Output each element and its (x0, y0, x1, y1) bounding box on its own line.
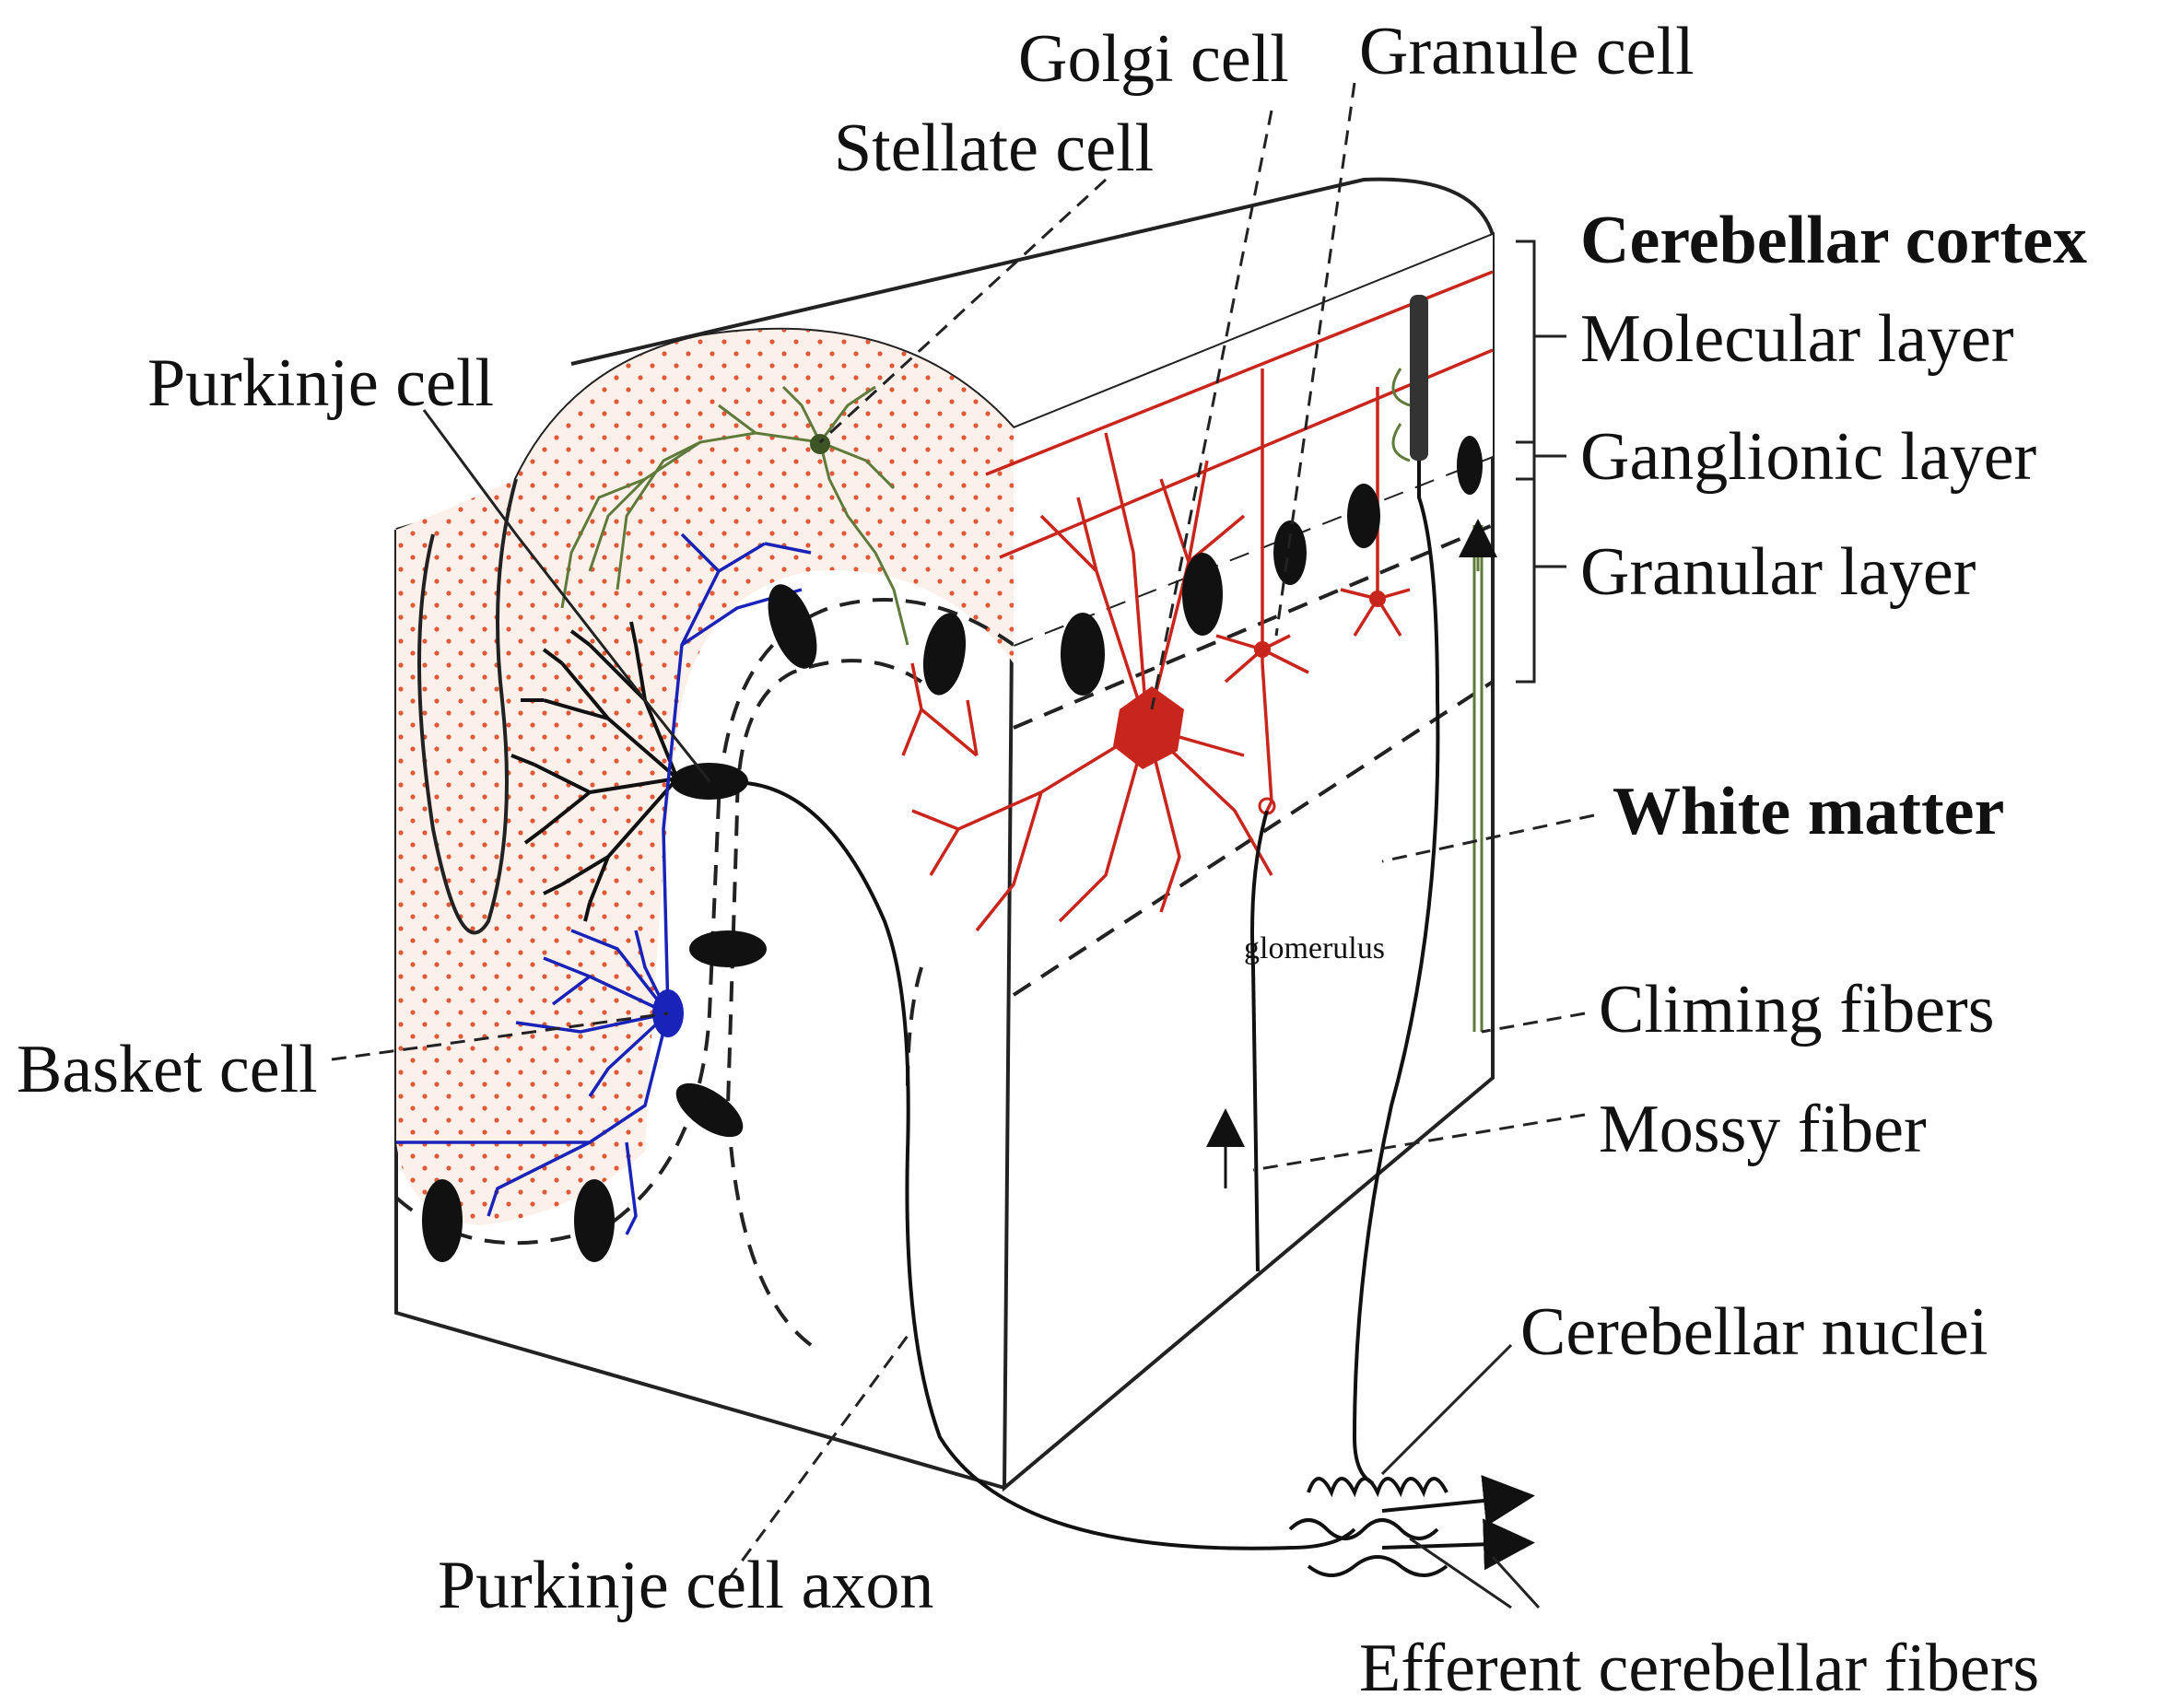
label-cerebellar-nuclei: Cerebellar nuclei (1520, 1294, 1988, 1370)
folium-molecular-region (394, 329, 1495, 1651)
layer-bracket (1516, 240, 1566, 684)
leader-lines (331, 82, 1595, 1609)
climbing-fiber (1352, 295, 1497, 1485)
purkinje-axon (1289, 1527, 1356, 1550)
label-granule-cell: Granule cell (1359, 14, 1695, 89)
label-mossy-fiber: Mossy fiber (1599, 1092, 1927, 1167)
golgi-cell-body (1113, 686, 1184, 769)
label-stellate-cell: Stellate cell (834, 111, 1154, 186)
labels: Golgi cell Granule cell Stellate cell Ce… (17, 14, 2087, 1706)
mossy-fiber (1206, 810, 1269, 1272)
label-white-matter: White matter (1613, 774, 2004, 849)
front-molecular-region (1014, 235, 1493, 645)
cerebellar-nuclei (1288, 1475, 1535, 1577)
label-granular-layer: Granular layer (1580, 534, 1976, 610)
stellate-cell (560, 385, 909, 646)
label-basket-cell: Basket cell (17, 1032, 318, 1107)
label-efferent-fibers: Efferent cerebellar fibers (1359, 1631, 2039, 1706)
label-climbing-fibers: Climing fibers (1599, 972, 1995, 1047)
granule-cells (1215, 588, 1411, 815)
stellate-soma (810, 434, 830, 454)
label-cerebellar-cortex: Cerebellar cortex (1580, 203, 2087, 278)
purkinje-cell-bodies (422, 436, 1483, 1262)
label-ganglionic-layer: Ganglionic layer (1580, 419, 2036, 495)
label-molecular-layer: Molecular layer (1580, 301, 2014, 377)
golgi-cell (901, 432, 1273, 932)
label-golgi-cell: Golgi cell (1018, 21, 1289, 97)
label-purkinje-cell-axon: Purkinje cell axon (438, 1548, 933, 1623)
label-glomerulus: glomerulus (1244, 931, 1385, 965)
label-purkinje-cell: Purkinje cell (147, 345, 494, 421)
